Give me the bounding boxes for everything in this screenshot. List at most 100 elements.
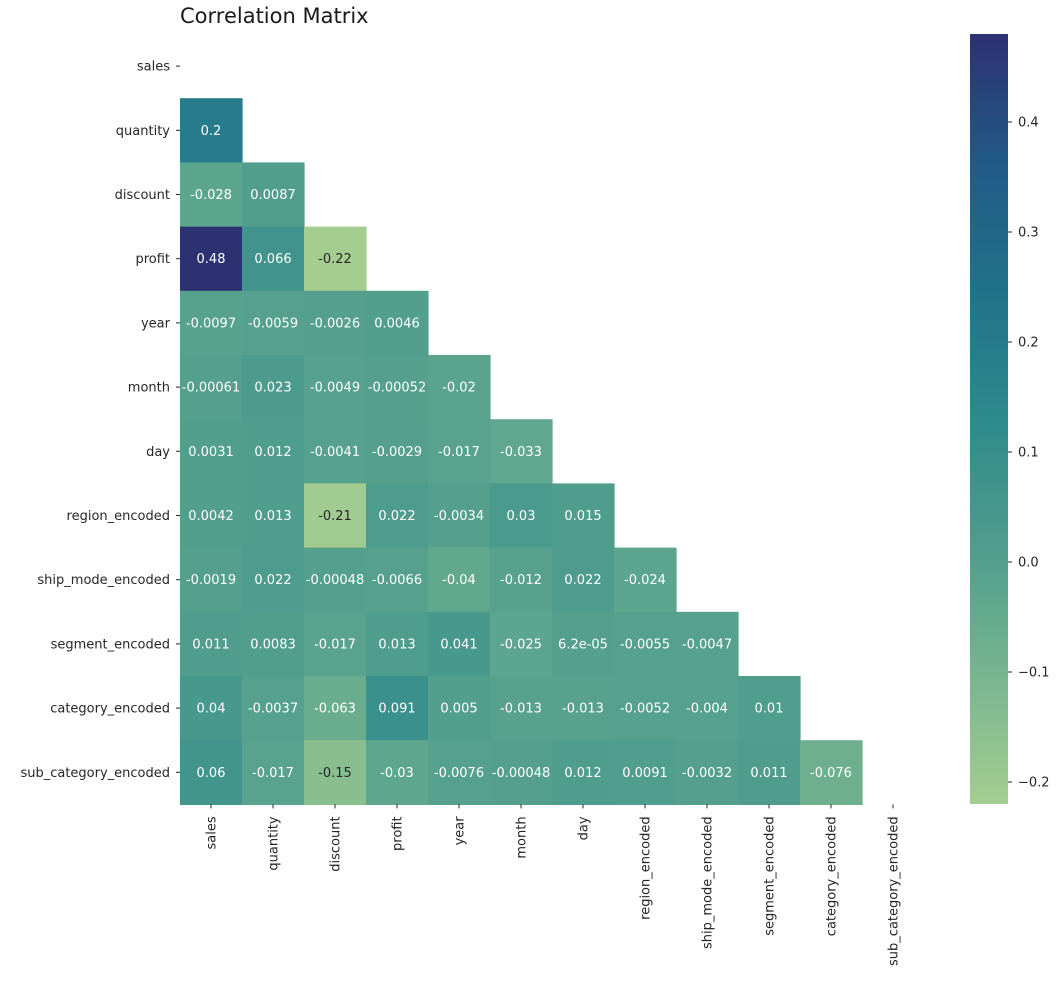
cell-value-label: -0.0059 [248,316,298,331]
cell-value-label: -0.02 [442,381,476,396]
y-tick-label: year [141,316,171,331]
cell-value-label: -0.013 [562,702,604,717]
cell-value-label: 0.2 [201,124,222,139]
heatmap-cell [304,355,367,420]
heatmap-cell [676,611,739,677]
heatmap-cell [366,740,429,805]
heatmap-cell [614,740,677,805]
cell-value-label: -0.0066 [372,573,422,588]
heatmap-cell [304,226,367,292]
cell-value-label: -0.0055 [620,637,670,652]
cell-value-label: -0.0076 [434,766,484,781]
heatmap-cell [614,547,677,613]
cell-value-label: 0.013 [254,509,291,524]
cell-value-label: -0.00048 [306,573,364,588]
heatmap-cell [428,547,491,613]
cell-value-label: -0.0052 [620,702,670,717]
cell-value-label: 0.023 [254,381,291,396]
chart-title: Correlation Matrix [180,4,369,28]
x-tick-label: ship_mode_encoded [701,816,716,949]
cell-value-label: -0.0019 [186,573,236,588]
y-tick-label: category_encoded [50,702,170,717]
heatmap-cell [180,290,243,356]
cell-value-label: -0.017 [438,445,480,460]
cell-value-label: -0.21 [318,509,352,524]
heatmap-cell [242,676,305,741]
heatmap-cell [428,740,491,805]
heatmap-cell [304,290,367,356]
y-tick-label: quantity [116,124,171,139]
heatmap-cell [304,483,367,549]
heatmap-cell [180,611,243,677]
y-tick-label: sub_category_encoded [20,766,170,781]
cell-value-label: -0.024 [624,573,666,588]
heatmap-cell [304,676,367,741]
heatmap-cell [242,162,305,228]
x-tick-label: sales [205,816,220,849]
colorbar-tick-label: 0.3 [1018,226,1039,241]
cell-value-label: 0.04 [197,702,226,717]
cell-value-label: -0.15 [318,766,352,781]
heatmap-cell [180,98,243,163]
cell-value-label: 6.2e-05 [558,637,608,652]
cell-value-label: 0.012 [254,445,291,460]
cell-value-label: -0.22 [318,252,352,267]
heatmap-cell [366,547,429,613]
heatmap-cell [552,547,615,613]
colorbar-tick-label: 0.2 [1018,336,1039,351]
heatmap-cell [180,162,243,228]
cell-value-label: 0.0042 [188,509,234,524]
heatmap-cell [614,676,677,741]
y-tick-label: sales [137,60,170,75]
cell-value-label: -0.004 [686,702,728,717]
heatmap-cell [428,419,491,484]
cell-value-label: 0.06 [197,766,226,781]
heatmap-cell [800,740,863,805]
x-tick-label: segment_encoded [763,816,778,935]
heatmap-cell [428,676,491,741]
cell-value-label: 0.091 [378,702,415,717]
heatmap-cell [552,740,615,805]
cell-value-label: -0.0032 [682,766,732,781]
cell-value-label: -0.028 [190,188,232,203]
heatmap-cell [180,419,243,484]
heatmap-cell [490,740,553,805]
heatmap-cell [242,355,305,420]
heatmap-cell [366,676,429,741]
x-tick-label: discount [329,816,344,871]
colorbar-tick-label: −0.1 [1018,666,1050,681]
cell-value-label: -0.0049 [310,381,360,396]
heatmap-cell [242,483,305,549]
heatmap-cell [676,740,739,805]
heatmap-cell [242,226,305,292]
cell-value-label: 0.013 [378,637,415,652]
heatmap-cell [180,355,243,420]
cell-value-label: -0.017 [252,766,294,781]
cell-value-label: -0.0047 [682,637,732,652]
x-tick-label: day [577,816,592,840]
cell-value-label: -0.0026 [310,316,360,331]
cell-value-label: 0.012 [564,766,601,781]
colorbar-tick-label: 0.4 [1018,116,1039,131]
heatmap-cell [490,419,553,484]
heatmap-cell [738,740,801,805]
heatmap-cell [180,226,243,292]
heatmap-cell [180,547,243,613]
heatmap-cell [490,483,553,549]
x-tick-label: region_encoded [639,816,654,919]
cell-value-label: 0.0046 [374,316,420,331]
cell-value-label: -0.03 [380,766,414,781]
heatmap-cell [242,290,305,356]
heatmap-cell [180,483,243,549]
y-tick-label: month [128,381,170,396]
cell-value-label: 0.011 [192,637,229,652]
heatmap-cell [428,483,491,549]
heatmap-cell [304,419,367,484]
cell-value-label: -0.00061 [182,381,240,396]
cell-value-label: -0.00052 [368,381,426,396]
heatmap-cell [180,740,243,805]
cell-value-label: -0.0041 [310,445,360,460]
heatmap-cell [428,355,491,420]
heatmap-cell [366,419,429,484]
